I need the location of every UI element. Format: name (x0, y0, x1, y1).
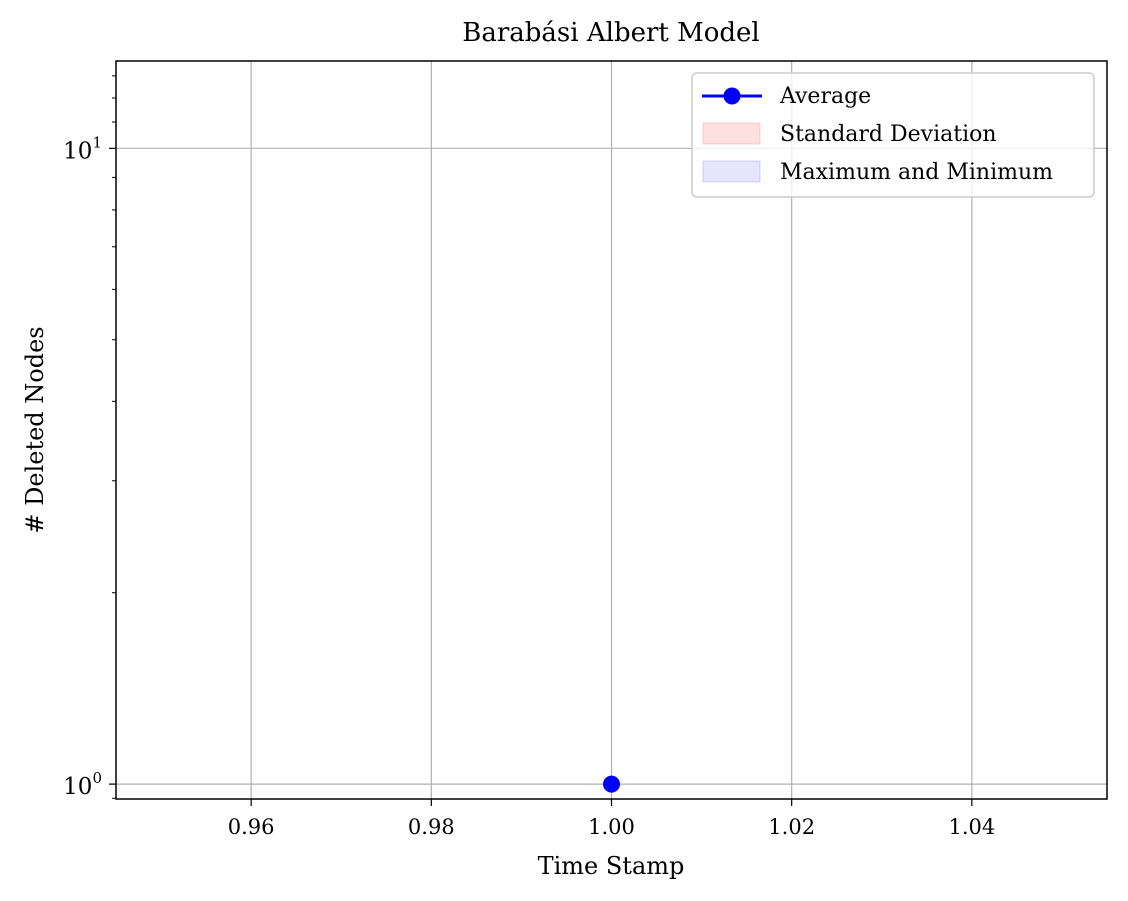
y-axis: 100 101 (63, 75, 116, 800)
legend-std-swatch (702, 122, 761, 145)
x-tick-label: 0.98 (408, 815, 455, 839)
average-point (603, 775, 620, 793)
y-tick-label: 101 (63, 133, 102, 164)
x-tick-label: 1.04 (948, 815, 995, 839)
legend-label-average: Average (779, 84, 871, 109)
x-axis-label: Time Stamp (538, 852, 685, 880)
legend: Average Standard Deviation Maximum and M… (691, 72, 1095, 198)
legend-label-std: Standard Deviation (780, 122, 997, 147)
legend-box (691, 72, 1095, 198)
plot-data (603, 775, 620, 793)
y-tick-label: 100 (63, 769, 102, 800)
legend-minmax-swatch (702, 160, 761, 183)
legend-label-minmax: Maximum and Minimum (780, 160, 1053, 185)
chart-title: Barabási Albert Model (462, 18, 760, 48)
x-tick-label: 0.96 (228, 815, 275, 839)
x-tick-label: 1.00 (588, 815, 635, 839)
x-tick-label: 1.02 (768, 815, 815, 839)
x-axis: 0.96 0.98 1.00 1.02 1.04 (228, 799, 995, 839)
legend-average-marker (723, 87, 741, 105)
y-axis-label: # Deleted Nodes (21, 326, 49, 533)
